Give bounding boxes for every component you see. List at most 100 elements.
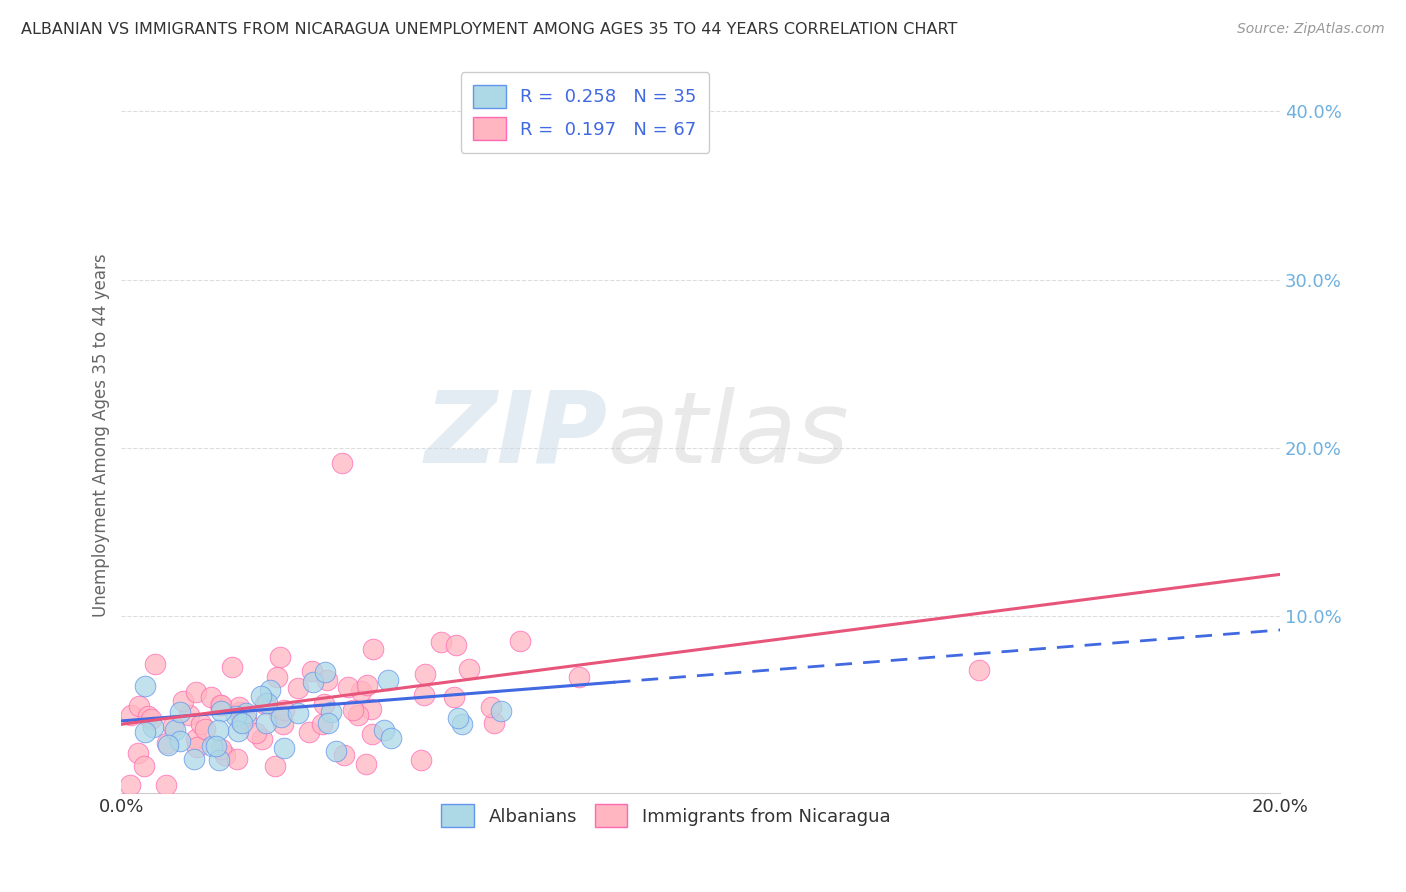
Point [336, 680, 359, 694]
Point [143, 657, 166, 671]
Point [204, 739, 226, 753]
Point [208, 698, 231, 712]
Point [360, 702, 382, 716]
Point [208, 753, 231, 767]
Point [270, 710, 292, 724]
Legend: Albanians, Immigrants from Nicaragua: Albanians, Immigrants from Nicaragua [434, 797, 898, 834]
Point [413, 667, 436, 681]
Point [451, 717, 474, 731]
Point [298, 725, 321, 739]
Point [229, 706, 252, 720]
Point [138, 708, 160, 723]
Point [269, 706, 291, 721]
Text: Source: ZipAtlas.com: Source: ZipAtlas.com [1237, 22, 1385, 37]
Point [156, 737, 179, 751]
Point [169, 705, 191, 719]
Point [184, 731, 207, 746]
Point [259, 682, 281, 697]
Point [250, 689, 273, 703]
Point [269, 650, 291, 665]
Text: ALBANIAN VS IMMIGRANTS FROM NICARAGUA UNEMPLOYMENT AMONG AGES 35 TO 44 YEARS COR: ALBANIAN VS IMMIGRANTS FROM NICARAGUA UN… [21, 22, 957, 37]
Point [287, 706, 309, 721]
Point [156, 738, 179, 752]
Point [311, 717, 333, 731]
Point [568, 669, 591, 683]
Point [443, 690, 465, 705]
Point [318, 716, 340, 731]
Text: atlas: atlas [607, 387, 849, 483]
Point [325, 744, 347, 758]
Point [314, 665, 336, 679]
Point [190, 717, 212, 731]
Point [201, 739, 224, 754]
Point [120, 708, 142, 723]
Point [254, 697, 277, 711]
Point [350, 684, 373, 698]
Point [169, 734, 191, 748]
Point [250, 731, 273, 746]
Point [186, 740, 208, 755]
Point [221, 660, 243, 674]
Point [356, 678, 378, 692]
Point [127, 746, 149, 760]
Point [162, 719, 184, 733]
Point [446, 710, 468, 724]
Point [209, 698, 232, 713]
Point [377, 673, 399, 687]
Point [235, 713, 257, 727]
Point [200, 690, 222, 705]
Point [361, 642, 384, 657]
Point [302, 674, 325, 689]
Point [231, 714, 253, 729]
Point [172, 694, 194, 708]
Point [332, 747, 354, 762]
Point [235, 706, 257, 720]
Point [209, 705, 232, 719]
Point [316, 673, 339, 687]
Point [226, 724, 249, 739]
Point [967, 664, 990, 678]
Point [134, 725, 156, 739]
Point [256, 696, 278, 710]
Point [301, 665, 323, 679]
Point [273, 716, 295, 731]
Point [430, 634, 453, 648]
Point [177, 708, 200, 723]
Point [225, 752, 247, 766]
Point [225, 708, 247, 723]
Point [184, 685, 207, 699]
Y-axis label: Unemployment Among Ages 35 to 44 years: Unemployment Among Ages 35 to 44 years [93, 253, 110, 617]
Point [361, 727, 384, 741]
Point [312, 698, 335, 712]
Point [254, 716, 277, 731]
Point [484, 716, 506, 731]
Point [245, 726, 267, 740]
Point [194, 722, 217, 736]
Point [128, 698, 150, 713]
Point [273, 740, 295, 755]
Point [273, 703, 295, 717]
Point [346, 707, 368, 722]
Point [155, 778, 177, 792]
Point [134, 679, 156, 693]
Point [509, 633, 531, 648]
Point [412, 688, 434, 702]
Point [207, 723, 229, 737]
Point [458, 662, 481, 676]
Point [319, 705, 342, 719]
Point [228, 700, 250, 714]
Point [142, 720, 165, 734]
Point [444, 638, 467, 652]
Point [373, 723, 395, 737]
Point [120, 778, 142, 792]
Text: ZIP: ZIP [425, 387, 607, 483]
Point [214, 748, 236, 763]
Point [134, 759, 156, 773]
Point [409, 753, 432, 767]
Point [183, 752, 205, 766]
Point [330, 456, 353, 470]
Point [380, 731, 402, 746]
Point [209, 742, 232, 756]
Point [342, 703, 364, 717]
Point [141, 713, 163, 727]
